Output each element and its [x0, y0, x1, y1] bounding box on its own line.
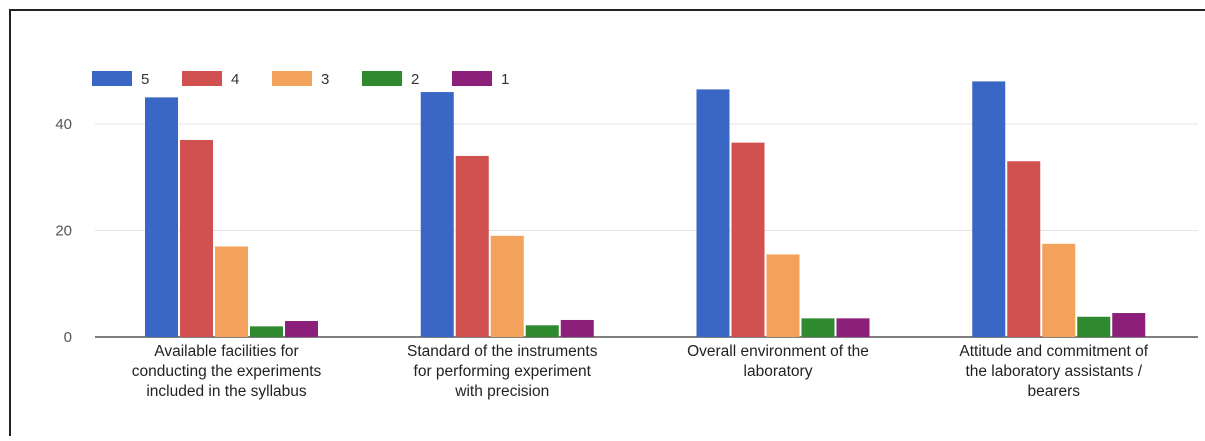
legend-swatch-5: [92, 71, 132, 86]
bar-series-4-cat-3: [1007, 161, 1041, 337]
legend-swatch-2: [362, 71, 402, 86]
x-category-label: for performing experiment: [414, 363, 592, 380]
legend-swatch-3: [272, 71, 312, 86]
legend-swatch-1: [452, 71, 492, 86]
y-tick-label: 0: [64, 329, 72, 346]
bar-series-3-cat-3: [1042, 243, 1076, 337]
legend-label-3: 3: [321, 71, 329, 88]
bar-series-3-cat-0: [215, 246, 248, 337]
bar-series-3-cat-2: [766, 254, 800, 337]
bar-series-2-cat-2: [801, 318, 835, 337]
legend-swatch-4: [182, 71, 222, 86]
bar-series-2-cat-1: [525, 325, 559, 337]
x-category-label: with precision: [454, 383, 549, 400]
x-axis: Available facilities for conducting the e…: [132, 343, 1149, 400]
bar-series-4-cat-0: [180, 139, 213, 337]
chart-frame: [9, 9, 1205, 441]
bar-series-2-cat-0: [250, 326, 283, 337]
legend: 5 4 3 2 1: [92, 71, 509, 88]
bar-series-1-cat-2: [836, 318, 870, 337]
bar-series-2-cat-3: [1077, 316, 1111, 337]
chart-border: [9, 9, 1205, 441]
bar-series-5-cat-3: [972, 81, 1006, 338]
x-category-label: Overall environment of the: [687, 343, 869, 360]
bar-series-4-cat-1: [455, 155, 489, 337]
bar-series-1-cat-3: [1112, 313, 1146, 337]
legend-label-1: 1: [501, 71, 509, 88]
bar-series-5-cat-1: [420, 92, 454, 337]
y-tick-label: 40: [55, 116, 72, 133]
bar-series-1-cat-0: [285, 321, 318, 337]
legend-label-4: 4: [231, 71, 239, 88]
y-tick-label: 20: [55, 223, 72, 240]
x-category-label: Attitude and commitment of: [959, 343, 1148, 360]
bar-series-1-cat-1: [560, 319, 594, 337]
x-category-label: the laboratory assistants /: [965, 363, 1142, 380]
x-category-label: conducting the experiments: [132, 363, 322, 380]
x-category-label: included in the syllabus: [146, 383, 307, 400]
x-category-label: Standard of the instruments: [407, 343, 598, 360]
legend-label-5: 5: [141, 71, 149, 88]
bar-series-4-cat-2: [731, 142, 765, 337]
bar-series-5-cat-0: [145, 97, 178, 337]
bar-series-5-cat-2: [696, 89, 730, 337]
x-category-label: laboratory: [744, 363, 813, 380]
bar-series-3-cat-1: [490, 235, 524, 337]
x-category-label: bearers: [1027, 383, 1080, 400]
bars: [145, 81, 1146, 338]
x-category-label: Available facilities for: [154, 343, 298, 360]
y-axis: 0 20 40: [55, 116, 72, 346]
legend-label-2: 2: [411, 71, 419, 88]
